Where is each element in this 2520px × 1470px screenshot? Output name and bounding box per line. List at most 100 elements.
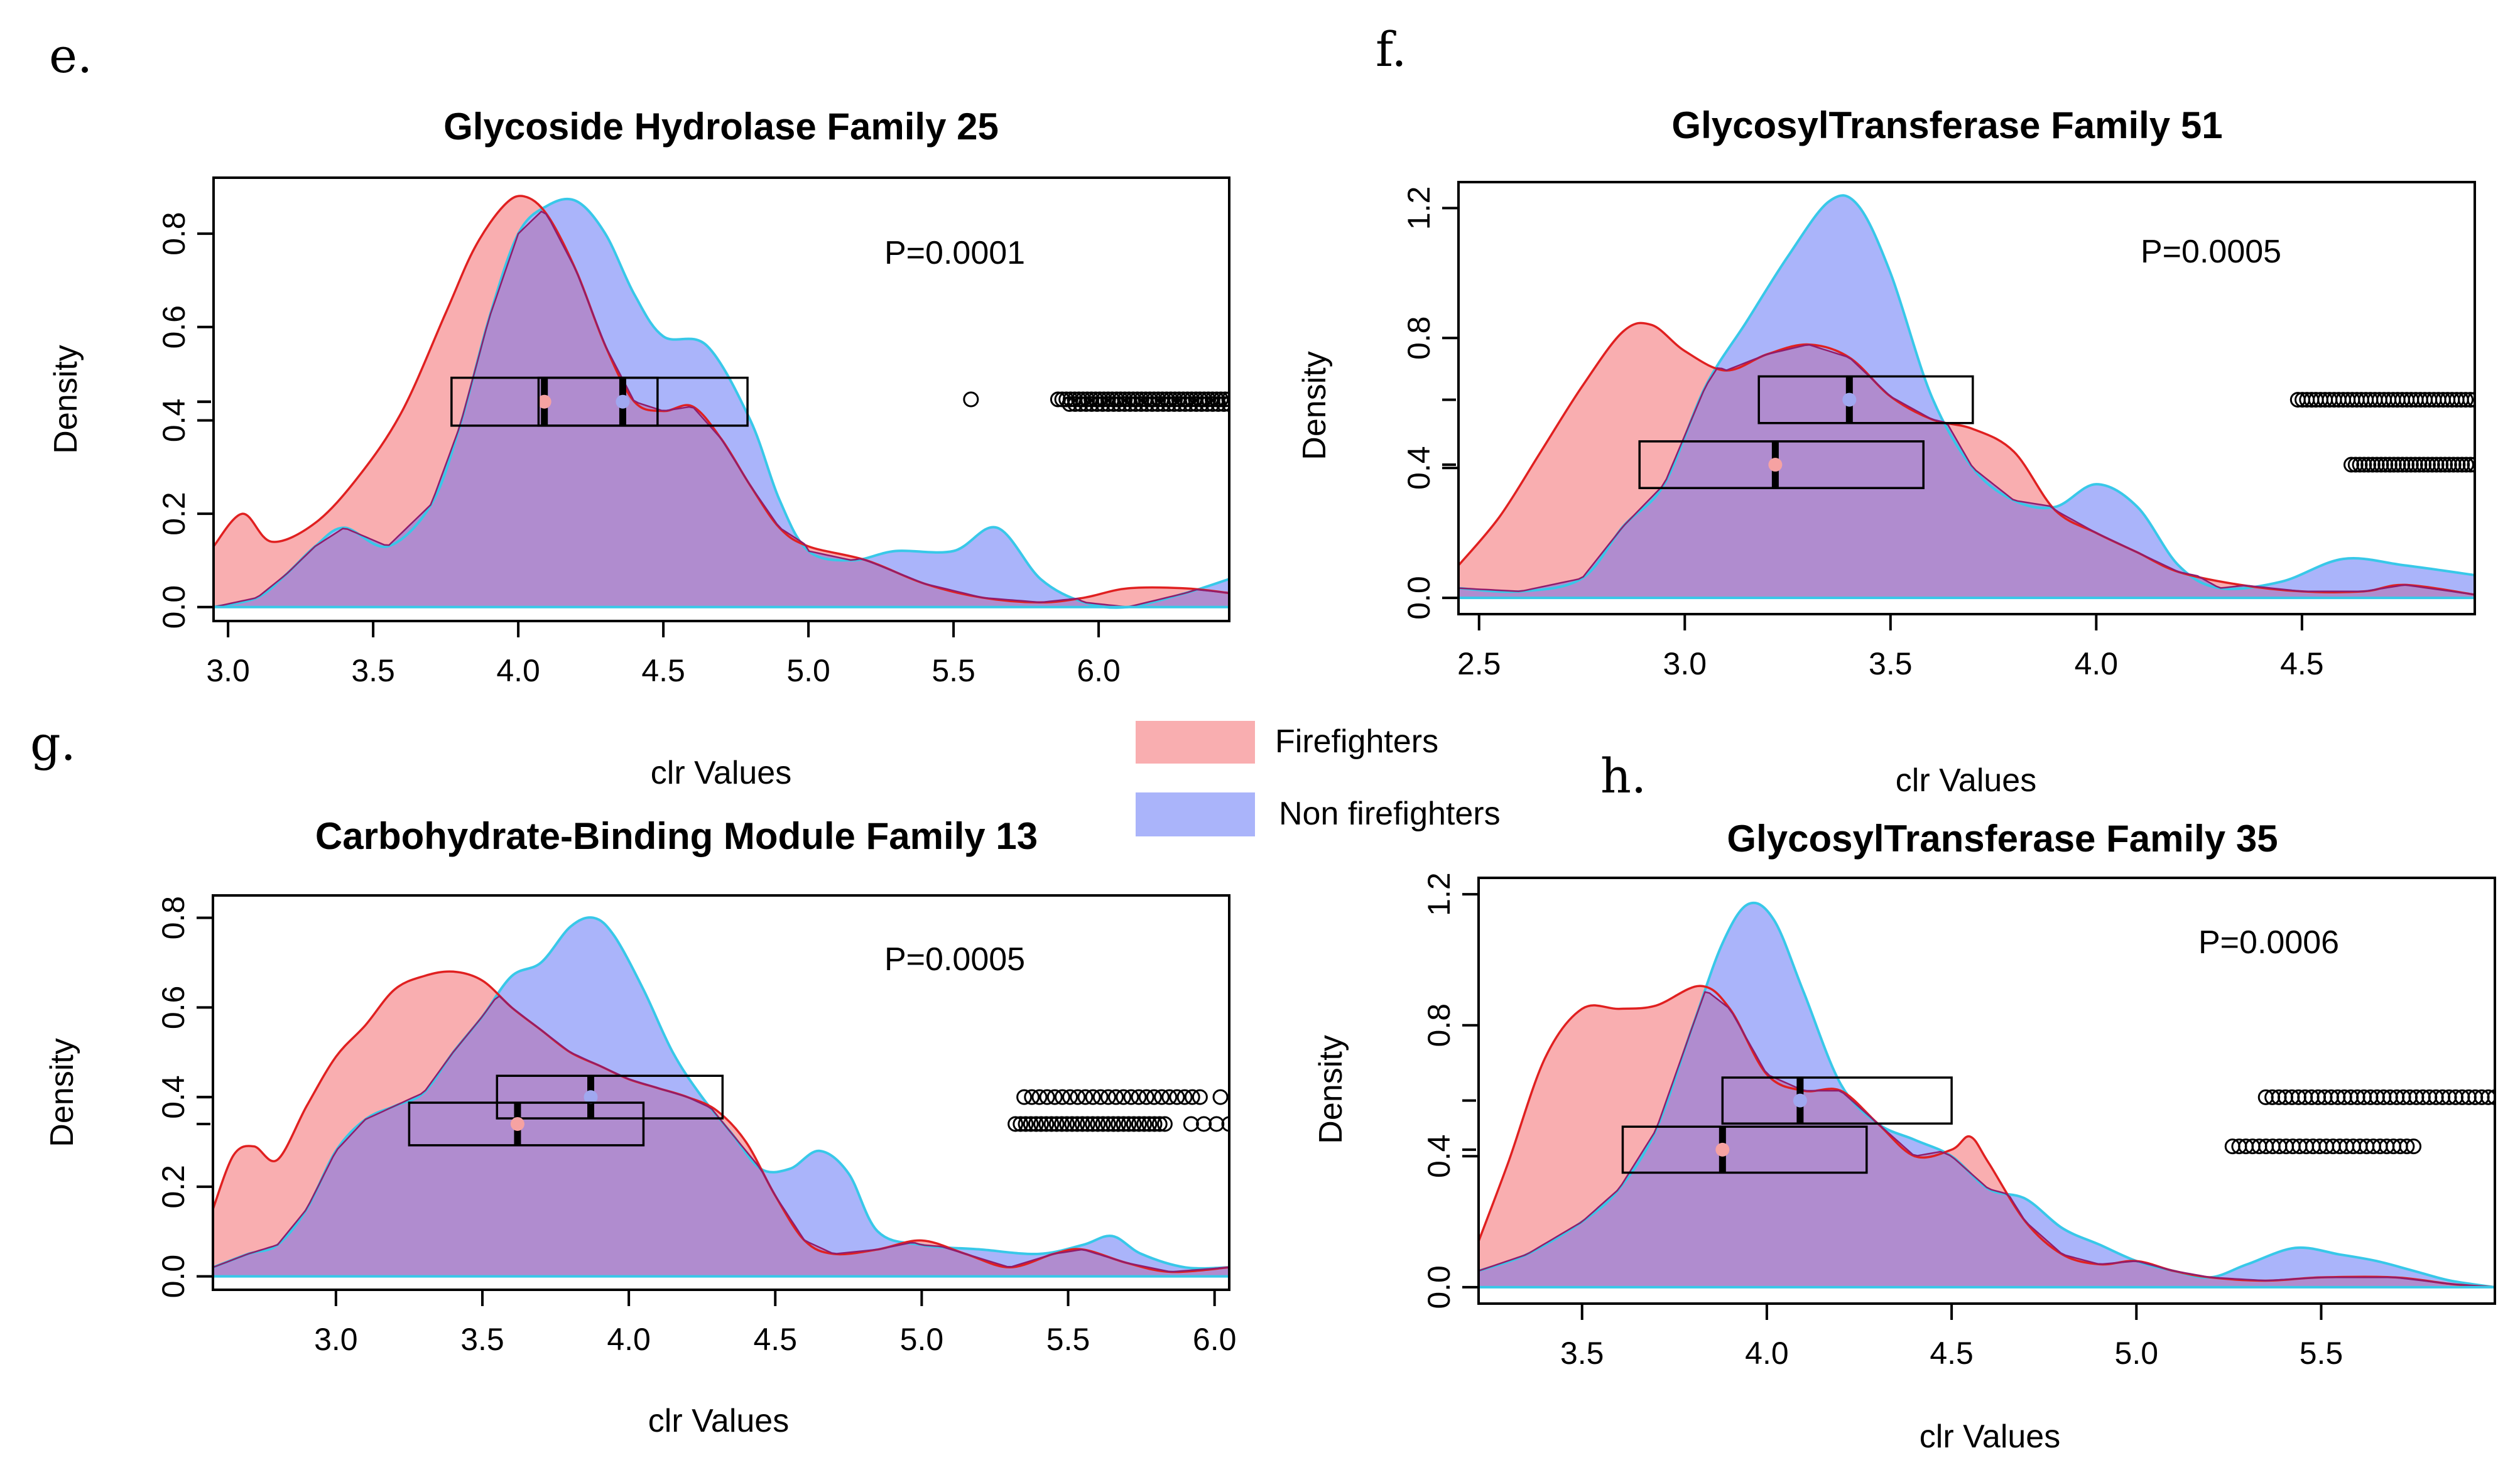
outliers-firefighters [1183, 1116, 1229, 1132]
outlier-point [2420, 457, 2436, 473]
x-tick-label: 5.5 [2300, 1336, 2343, 1371]
outlier-point [1059, 1116, 1075, 1132]
outlier-point [1058, 391, 1075, 408]
outlier-point [1064, 1116, 1080, 1132]
outlier-point [1123, 1089, 1139, 1105]
y-axis-label: Density [48, 345, 84, 453]
y-tick-label: 0.4 [1421, 1135, 1457, 1179]
outlier-point [1156, 1116, 1173, 1132]
outlier-point [1069, 1116, 1085, 1132]
p-value: P=0.0001 [884, 235, 1025, 271]
outlier-point [1095, 1116, 1111, 1132]
outlier-point [1146, 1116, 1163, 1132]
outlier-point [2343, 457, 2359, 473]
boxplot-median-dot [1768, 458, 1783, 472]
density-line-non-firefighters [1458, 194, 2475, 593]
boxplot-firefighters [408, 1101, 645, 1147]
x-tick-label: 5.5 [931, 653, 975, 688]
outliers-firefighters [2343, 457, 2475, 473]
outlier-point [1121, 1116, 1137, 1132]
y-tick-label: 0.4 [156, 399, 192, 443]
outlier-point [1085, 1116, 1101, 1132]
density-line-overlap [1458, 344, 2475, 598]
plot-area [1479, 901, 2495, 1289]
outlier-point [1111, 1116, 1127, 1132]
chart-title: GlycosylTransferase Family 35 [1727, 818, 2278, 860]
outlier-point [1183, 1116, 1199, 1132]
outlier-point [1131, 1089, 1147, 1105]
y-axis: 0.0 0.4 0.8 1.2 [1401, 186, 1460, 620]
legend: Firefighters Non firefighters [1136, 721, 1501, 836]
outlier-point [1108, 1089, 1124, 1105]
outlier-point [1122, 396, 1138, 412]
x-axis-label: clr Values [1920, 1419, 2060, 1455]
outlier-point [2437, 457, 2453, 473]
outlier-point [1210, 396, 1226, 412]
plot-area [213, 916, 1229, 1278]
outlier-point [2454, 457, 2470, 473]
outlier-point [2347, 457, 2364, 473]
y-axis-label: Density [1296, 351, 1333, 460]
x-tick-label: 4.5 [754, 1322, 798, 1357]
x-axis: 3.5 4.0 4.5 5.0 5.5 [1560, 1302, 2343, 1371]
outlier-point [1077, 1089, 1094, 1105]
panel-letter: g. [30, 715, 76, 771]
outlier-point [1212, 1089, 1229, 1105]
y-tick-label: 1.2 [1401, 186, 1437, 230]
outlier-point [1177, 396, 1193, 412]
boxplot-box [408, 1101, 645, 1147]
outlier-point [1184, 1089, 1200, 1105]
outlier-point [2462, 457, 2475, 473]
p-value: P=0.0005 [884, 941, 1025, 978]
outlier-point [2394, 457, 2411, 473]
x-tick-label: 4.0 [496, 653, 540, 688]
outlier-point [2399, 457, 2415, 473]
boxplot-median-dot [537, 394, 551, 409]
y-axis: 0.0 0.2 0.4 0.6 0.8 [156, 212, 215, 629]
panel-g: g. Carbohydrate-Binding Module Family 13… [30, 715, 1236, 1439]
outlier-point [1188, 396, 1204, 412]
outlier-point [1154, 1089, 1170, 1105]
outlier-point [2487, 1089, 2495, 1105]
density-line-non-firefighters [214, 197, 1229, 609]
outlier-point [1067, 396, 1083, 412]
outlier-point [1169, 1089, 1185, 1105]
outliers-non-firefighters [1212, 1089, 1229, 1105]
x-tick-label: 3.5 [460, 1322, 504, 1357]
outlier-point [1117, 396, 1133, 412]
y-tick-label: 0.0 [1421, 1265, 1457, 1309]
outlier-point [1100, 1089, 1116, 1105]
y-tick-label: 0.8 [1421, 1003, 1457, 1047]
x-tick-label: 4.0 [1745, 1336, 1789, 1371]
boxplot-median-dot [584, 1090, 598, 1105]
outlier-point [1100, 1116, 1116, 1132]
panel-letter: h. [1600, 748, 1646, 804]
outlier-point [1166, 396, 1182, 412]
outlier-point [2356, 457, 2372, 473]
outlier-point [1139, 396, 1155, 412]
y-tick-label: 0.8 [156, 896, 191, 940]
y-axis: 0.0 0.2 0.4 0.6 0.8 [156, 896, 214, 1298]
outlier-point [2458, 457, 2474, 473]
panel-letter: f. [1376, 21, 1407, 77]
x-tick-label: 6.0 [1077, 653, 1121, 688]
outlier-point [963, 391, 979, 408]
outlier-point [1141, 1116, 1158, 1132]
x-tick-label: 4.5 [1930, 1336, 1974, 1371]
x-tick-label: 5.0 [900, 1322, 944, 1357]
outlier-point [1105, 1116, 1121, 1132]
outlier-point [2377, 457, 2394, 473]
outlier-point [2407, 457, 2423, 473]
outlier-point [2386, 457, 2402, 473]
outlier-point [1053, 1116, 1070, 1132]
x-tick-label: 4.0 [607, 1322, 651, 1357]
legend-label-non-firefighters: Non firefighters [1279, 796, 1501, 832]
boxplot-box [537, 376, 749, 427]
outlier-point [1136, 1116, 1153, 1132]
outlier-point [1038, 1116, 1055, 1132]
boxplot-non-firefighters [1721, 1076, 1953, 1125]
outliers-firefighters [1007, 1116, 1173, 1132]
outlier-point [1089, 396, 1105, 412]
outlier-point [1192, 1089, 1208, 1105]
